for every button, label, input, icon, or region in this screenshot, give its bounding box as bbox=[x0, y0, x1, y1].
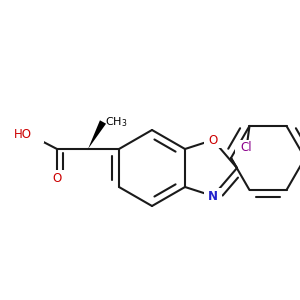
Text: HO: HO bbox=[14, 128, 32, 142]
Bar bbox=[204, 188, 222, 204]
Text: N: N bbox=[208, 190, 218, 202]
Text: O: O bbox=[52, 172, 62, 184]
Bar bbox=[236, 140, 257, 156]
Bar bbox=[204, 132, 222, 148]
Bar bbox=[88, 114, 118, 130]
Bar bbox=[16, 127, 44, 143]
Text: CH$_3$: CH$_3$ bbox=[105, 115, 128, 129]
Text: O: O bbox=[208, 134, 217, 146]
Polygon shape bbox=[88, 120, 106, 149]
Text: Cl: Cl bbox=[241, 142, 252, 154]
Bar bbox=[49, 170, 65, 186]
